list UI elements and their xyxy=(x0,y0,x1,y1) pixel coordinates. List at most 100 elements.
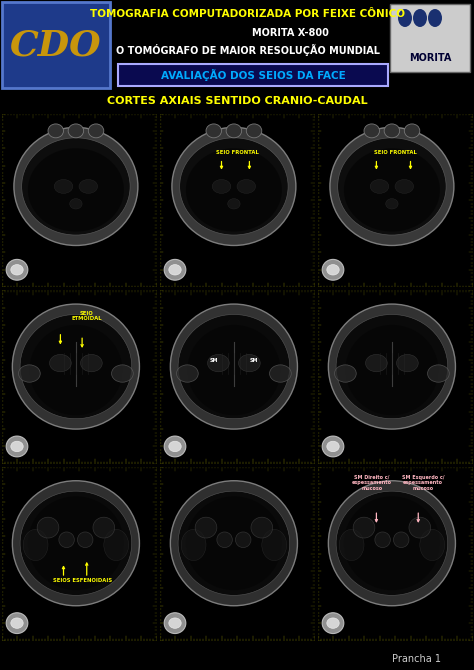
Ellipse shape xyxy=(6,612,28,634)
Ellipse shape xyxy=(428,9,442,27)
Ellipse shape xyxy=(336,491,448,596)
FancyBboxPatch shape xyxy=(118,64,388,86)
Ellipse shape xyxy=(104,529,128,561)
Ellipse shape xyxy=(237,180,255,194)
Ellipse shape xyxy=(14,127,138,245)
Text: SM: SM xyxy=(210,358,218,363)
Text: SEIO FRONTAL: SEIO FRONTAL xyxy=(216,150,258,155)
Ellipse shape xyxy=(12,481,139,606)
Ellipse shape xyxy=(409,517,431,538)
FancyBboxPatch shape xyxy=(2,2,110,88)
Ellipse shape xyxy=(187,325,281,415)
Ellipse shape xyxy=(339,529,364,561)
Ellipse shape xyxy=(37,517,59,538)
Ellipse shape xyxy=(393,532,409,547)
Ellipse shape xyxy=(364,124,380,138)
Text: SEIOS ESFENOIDAIS: SEIOS ESFENOIDAIS xyxy=(53,578,112,583)
Text: AVALIAÇÃO DOS SEIOS DA FACE: AVALIAÇÃO DOS SEIOS DA FACE xyxy=(161,69,346,81)
Ellipse shape xyxy=(180,138,288,235)
Ellipse shape xyxy=(20,491,132,596)
Ellipse shape xyxy=(413,9,427,27)
Ellipse shape xyxy=(6,436,28,457)
Ellipse shape xyxy=(226,124,242,138)
Ellipse shape xyxy=(428,365,449,382)
Ellipse shape xyxy=(386,198,398,209)
Ellipse shape xyxy=(384,124,400,138)
Ellipse shape xyxy=(23,529,48,561)
Ellipse shape xyxy=(236,532,251,547)
Ellipse shape xyxy=(178,314,290,419)
Ellipse shape xyxy=(195,517,217,538)
Text: MORITA: MORITA xyxy=(409,53,451,63)
Text: SEIO FRONTAL: SEIO FRONTAL xyxy=(374,150,417,155)
Text: SEIO
ETMOIDAL: SEIO ETMOIDAL xyxy=(72,311,102,322)
Ellipse shape xyxy=(186,496,282,590)
Ellipse shape xyxy=(70,198,82,209)
Ellipse shape xyxy=(164,436,186,457)
Ellipse shape xyxy=(335,365,356,382)
Ellipse shape xyxy=(395,180,414,194)
FancyBboxPatch shape xyxy=(390,4,470,72)
Ellipse shape xyxy=(79,180,98,194)
Text: MORITA X-800: MORITA X-800 xyxy=(252,28,328,38)
Ellipse shape xyxy=(54,180,73,194)
Ellipse shape xyxy=(22,138,130,235)
Ellipse shape xyxy=(6,259,28,280)
Ellipse shape xyxy=(420,529,445,561)
Ellipse shape xyxy=(251,517,273,538)
Ellipse shape xyxy=(246,124,262,138)
Ellipse shape xyxy=(48,124,64,138)
Ellipse shape xyxy=(365,354,387,372)
Ellipse shape xyxy=(370,180,389,194)
Ellipse shape xyxy=(77,532,93,547)
Ellipse shape xyxy=(212,180,231,194)
Text: CDO: CDO xyxy=(10,28,102,62)
Ellipse shape xyxy=(353,517,375,538)
Ellipse shape xyxy=(178,491,290,596)
Ellipse shape xyxy=(398,9,412,27)
Text: O TOMÓGRAFO DE MAIOR RESOLUÇÃO MUNDIAL: O TOMÓGRAFO DE MAIOR RESOLUÇÃO MUNDIAL xyxy=(116,44,380,56)
Ellipse shape xyxy=(238,354,260,372)
Text: SM Esquerdo c/
espessamento
mucoso: SM Esquerdo c/ espessamento mucoso xyxy=(401,474,444,491)
Text: TOMOGRAFIA COMPUTADORIZADA POR FEIXE CÔNICO: TOMOGRAFIA COMPUTADORIZADA POR FEIXE CÔN… xyxy=(91,9,405,19)
Ellipse shape xyxy=(344,148,440,232)
Ellipse shape xyxy=(322,612,344,634)
Ellipse shape xyxy=(322,259,344,280)
Ellipse shape xyxy=(176,365,198,382)
Text: SM: SM xyxy=(250,358,258,363)
Ellipse shape xyxy=(327,265,339,275)
Ellipse shape xyxy=(336,314,448,419)
Ellipse shape xyxy=(88,124,104,138)
Ellipse shape xyxy=(322,436,344,457)
Ellipse shape xyxy=(327,618,339,628)
Text: SM Direito c/
espessamento
mucoso: SM Direito c/ espessamento mucoso xyxy=(352,474,392,491)
Ellipse shape xyxy=(20,314,132,419)
Ellipse shape xyxy=(50,354,71,372)
Ellipse shape xyxy=(270,365,291,382)
Ellipse shape xyxy=(28,148,124,232)
Ellipse shape xyxy=(344,496,440,590)
Ellipse shape xyxy=(375,532,391,547)
Ellipse shape xyxy=(328,304,456,429)
Ellipse shape xyxy=(11,442,23,452)
Ellipse shape xyxy=(164,612,186,634)
Ellipse shape xyxy=(169,265,181,275)
Ellipse shape xyxy=(81,354,102,372)
Ellipse shape xyxy=(111,365,133,382)
Ellipse shape xyxy=(262,529,287,561)
Ellipse shape xyxy=(397,354,418,372)
Ellipse shape xyxy=(328,481,456,606)
Ellipse shape xyxy=(169,618,181,628)
Ellipse shape xyxy=(28,496,124,590)
Ellipse shape xyxy=(228,198,240,209)
Ellipse shape xyxy=(327,442,339,452)
Ellipse shape xyxy=(29,325,122,415)
Ellipse shape xyxy=(346,325,438,415)
Ellipse shape xyxy=(169,442,181,452)
Ellipse shape xyxy=(11,265,23,275)
Ellipse shape xyxy=(170,481,298,606)
Ellipse shape xyxy=(206,124,221,138)
Ellipse shape xyxy=(59,532,74,547)
Ellipse shape xyxy=(18,365,40,382)
Ellipse shape xyxy=(68,124,83,138)
